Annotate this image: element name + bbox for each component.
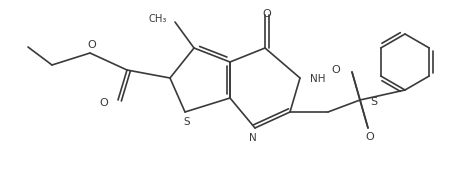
Text: O: O: [99, 98, 108, 108]
Text: O: O: [366, 132, 374, 142]
Text: O: O: [331, 65, 340, 75]
Text: O: O: [88, 40, 96, 50]
Text: N: N: [249, 133, 257, 143]
Text: O: O: [263, 9, 271, 19]
Text: S: S: [370, 97, 377, 107]
Text: S: S: [184, 117, 190, 127]
Text: CH₃: CH₃: [149, 14, 167, 24]
Text: NH: NH: [310, 74, 325, 84]
